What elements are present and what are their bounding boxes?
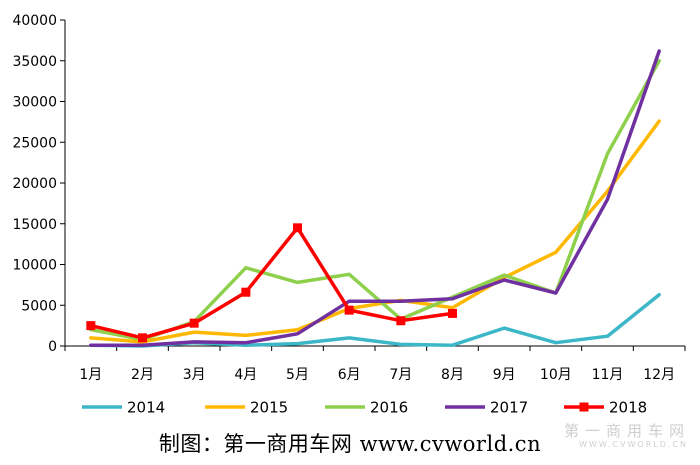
series-line-2015 [89,119,661,344]
y-tick-label: 10000 [12,258,57,274]
data-point-2018 [189,318,199,328]
watermark: 第一商用车网 [563,422,690,440]
data-point-2018 [344,305,354,315]
x-tick-label: 3月 [183,367,206,383]
x-tick-label: 7月 [389,367,412,383]
x-tick-label: 12月 [643,367,675,383]
legend-label-2014: 2014 [127,399,165,417]
x-tick-label: 10月 [540,367,572,383]
y-tick-label: 5000 [21,298,57,314]
legend-label-2016: 2016 [370,399,408,417]
legend-marker-2018 [579,402,589,412]
data-point-2018 [138,333,147,343]
data-point-2018 [241,287,251,297]
x-tick-label: 4月 [234,367,257,383]
x-tick-label: 9月 [493,367,516,383]
y-tick-label: 20000 [12,176,57,192]
series-line-2018 [89,226,455,340]
x-tick-label: 5月 [286,367,309,383]
plot-area [86,49,661,348]
series-line-2017 [89,49,661,347]
data-point-2018 [396,316,406,326]
legend: 2014 2015 2016 2017 2018 [82,399,647,417]
x-tick-label: 2月 [131,367,154,383]
y-tick-label: 0 [48,339,57,355]
y-tick-label: 25000 [12,135,57,151]
data-point-2018 [448,308,457,318]
data-point-2018 [293,223,302,233]
series-line-2016 [89,59,661,342]
y-tick-label: 30000 [12,95,57,111]
data-point-2018 [86,321,96,331]
x-tick-label: 6月 [338,367,361,383]
caption: 制图：第一商用车网 www.cvworld.cn [158,432,542,456]
y-tick-label: 40000 [12,13,57,29]
x-tick-label: 11月 [592,367,624,383]
watermark-sub: WWW.CVWORLD.CN [579,440,688,449]
x-tick-label: 8月 [441,367,464,383]
axes: 0 5000 10000 15000 20000 25000 30000 35000 40000… [12,13,686,383]
legend-label-2015: 2015 [250,399,288,417]
x-tick-label: 1月 [79,367,102,383]
y-tick-label: 35000 [12,54,57,70]
legend-label-2018: 2018 [609,399,647,417]
y-tick-label: 15000 [12,217,57,233]
legend-label-2017: 2017 [490,399,528,417]
